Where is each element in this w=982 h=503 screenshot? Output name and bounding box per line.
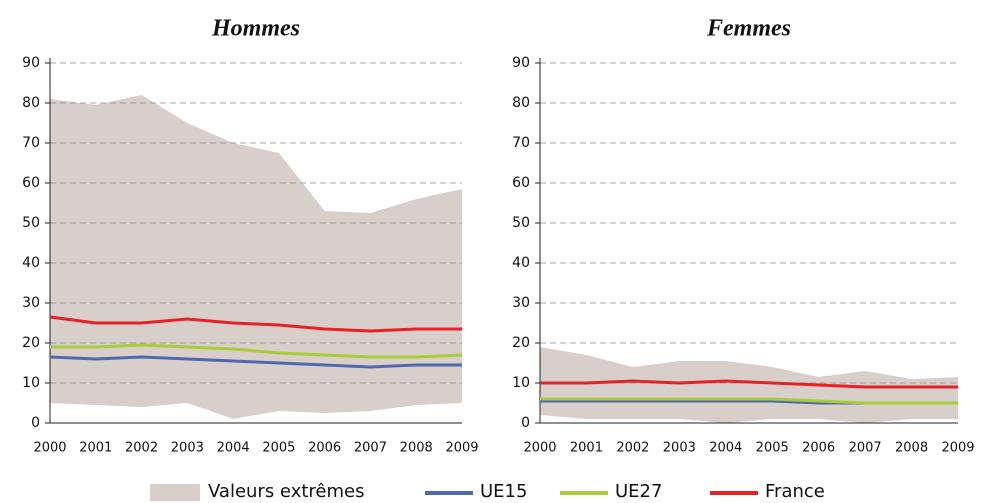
x-tick-label: 2002 — [125, 441, 158, 456]
x-tick-label: 2001 — [570, 441, 603, 456]
chart-title: Hommes — [211, 16, 300, 42]
y-tick-label: 60 — [22, 175, 40, 191]
legend-label: UE15 — [480, 481, 527, 502]
band — [50, 95, 462, 419]
x-tick-label: 2009 — [941, 441, 974, 456]
x-tick-label: 2004 — [709, 441, 742, 456]
x-tick-label: 2002 — [616, 441, 649, 456]
x-tick-label: 2009 — [445, 441, 478, 456]
x-tick-label: 2000 — [33, 441, 66, 456]
y-tick-label: 90 — [22, 55, 40, 71]
y-tick-label: 40 — [512, 255, 530, 271]
y-tick-label: 0 — [31, 415, 40, 431]
legend-label: France — [765, 481, 825, 502]
legend-label: Valeurs extrêmes — [208, 481, 364, 502]
y-tick-label: 0 — [521, 415, 530, 431]
x-tick-label: 2004 — [217, 441, 250, 456]
x-tick-label: 2003 — [663, 441, 696, 456]
x-tick-label: 2000 — [523, 441, 556, 456]
line — [540, 397, 958, 405]
x-tick-label: 2008 — [400, 441, 433, 456]
x-tick-label: 2006 — [308, 441, 341, 456]
line — [50, 343, 463, 359]
x-tick-label: 2003 — [171, 441, 204, 456]
y-tick-label: 80 — [22, 95, 40, 111]
y-tick-label: 30 — [22, 295, 40, 311]
y-tick-label: 10 — [512, 375, 530, 391]
y-tick-label: 40 — [22, 255, 40, 271]
y-tick-label: 60 — [512, 175, 530, 191]
x-tick-label: 2007 — [354, 441, 387, 456]
x-tick-label: 2005 — [262, 441, 295, 456]
line — [540, 379, 958, 389]
x-tick-label: 2008 — [895, 441, 928, 456]
legend-swatch — [150, 484, 200, 501]
y-tick-label: 70 — [512, 135, 530, 151]
line — [49, 315, 462, 333]
y-tick-label: 30 — [512, 295, 530, 311]
y-tick-label: 90 — [512, 55, 530, 71]
y-tick-label: 70 — [22, 135, 40, 151]
y-tick-label: 10 — [22, 375, 40, 391]
band — [540, 347, 958, 423]
x-tick-label: 2007 — [849, 441, 882, 456]
y-tick-label: 20 — [22, 335, 40, 351]
x-tick-label: 2006 — [802, 441, 835, 456]
x-tick-label: 2001 — [79, 441, 112, 456]
y-tick-label: 50 — [22, 215, 40, 231]
chart-title: Femmes — [706, 16, 791, 42]
y-tick-label: 50 — [512, 215, 530, 231]
legend-label: UE27 — [615, 481, 662, 502]
y-tick-label: 80 — [512, 95, 530, 111]
line — [49, 355, 462, 369]
y-tick-label: 20 — [512, 335, 530, 351]
x-tick-label: 2005 — [756, 441, 789, 456]
